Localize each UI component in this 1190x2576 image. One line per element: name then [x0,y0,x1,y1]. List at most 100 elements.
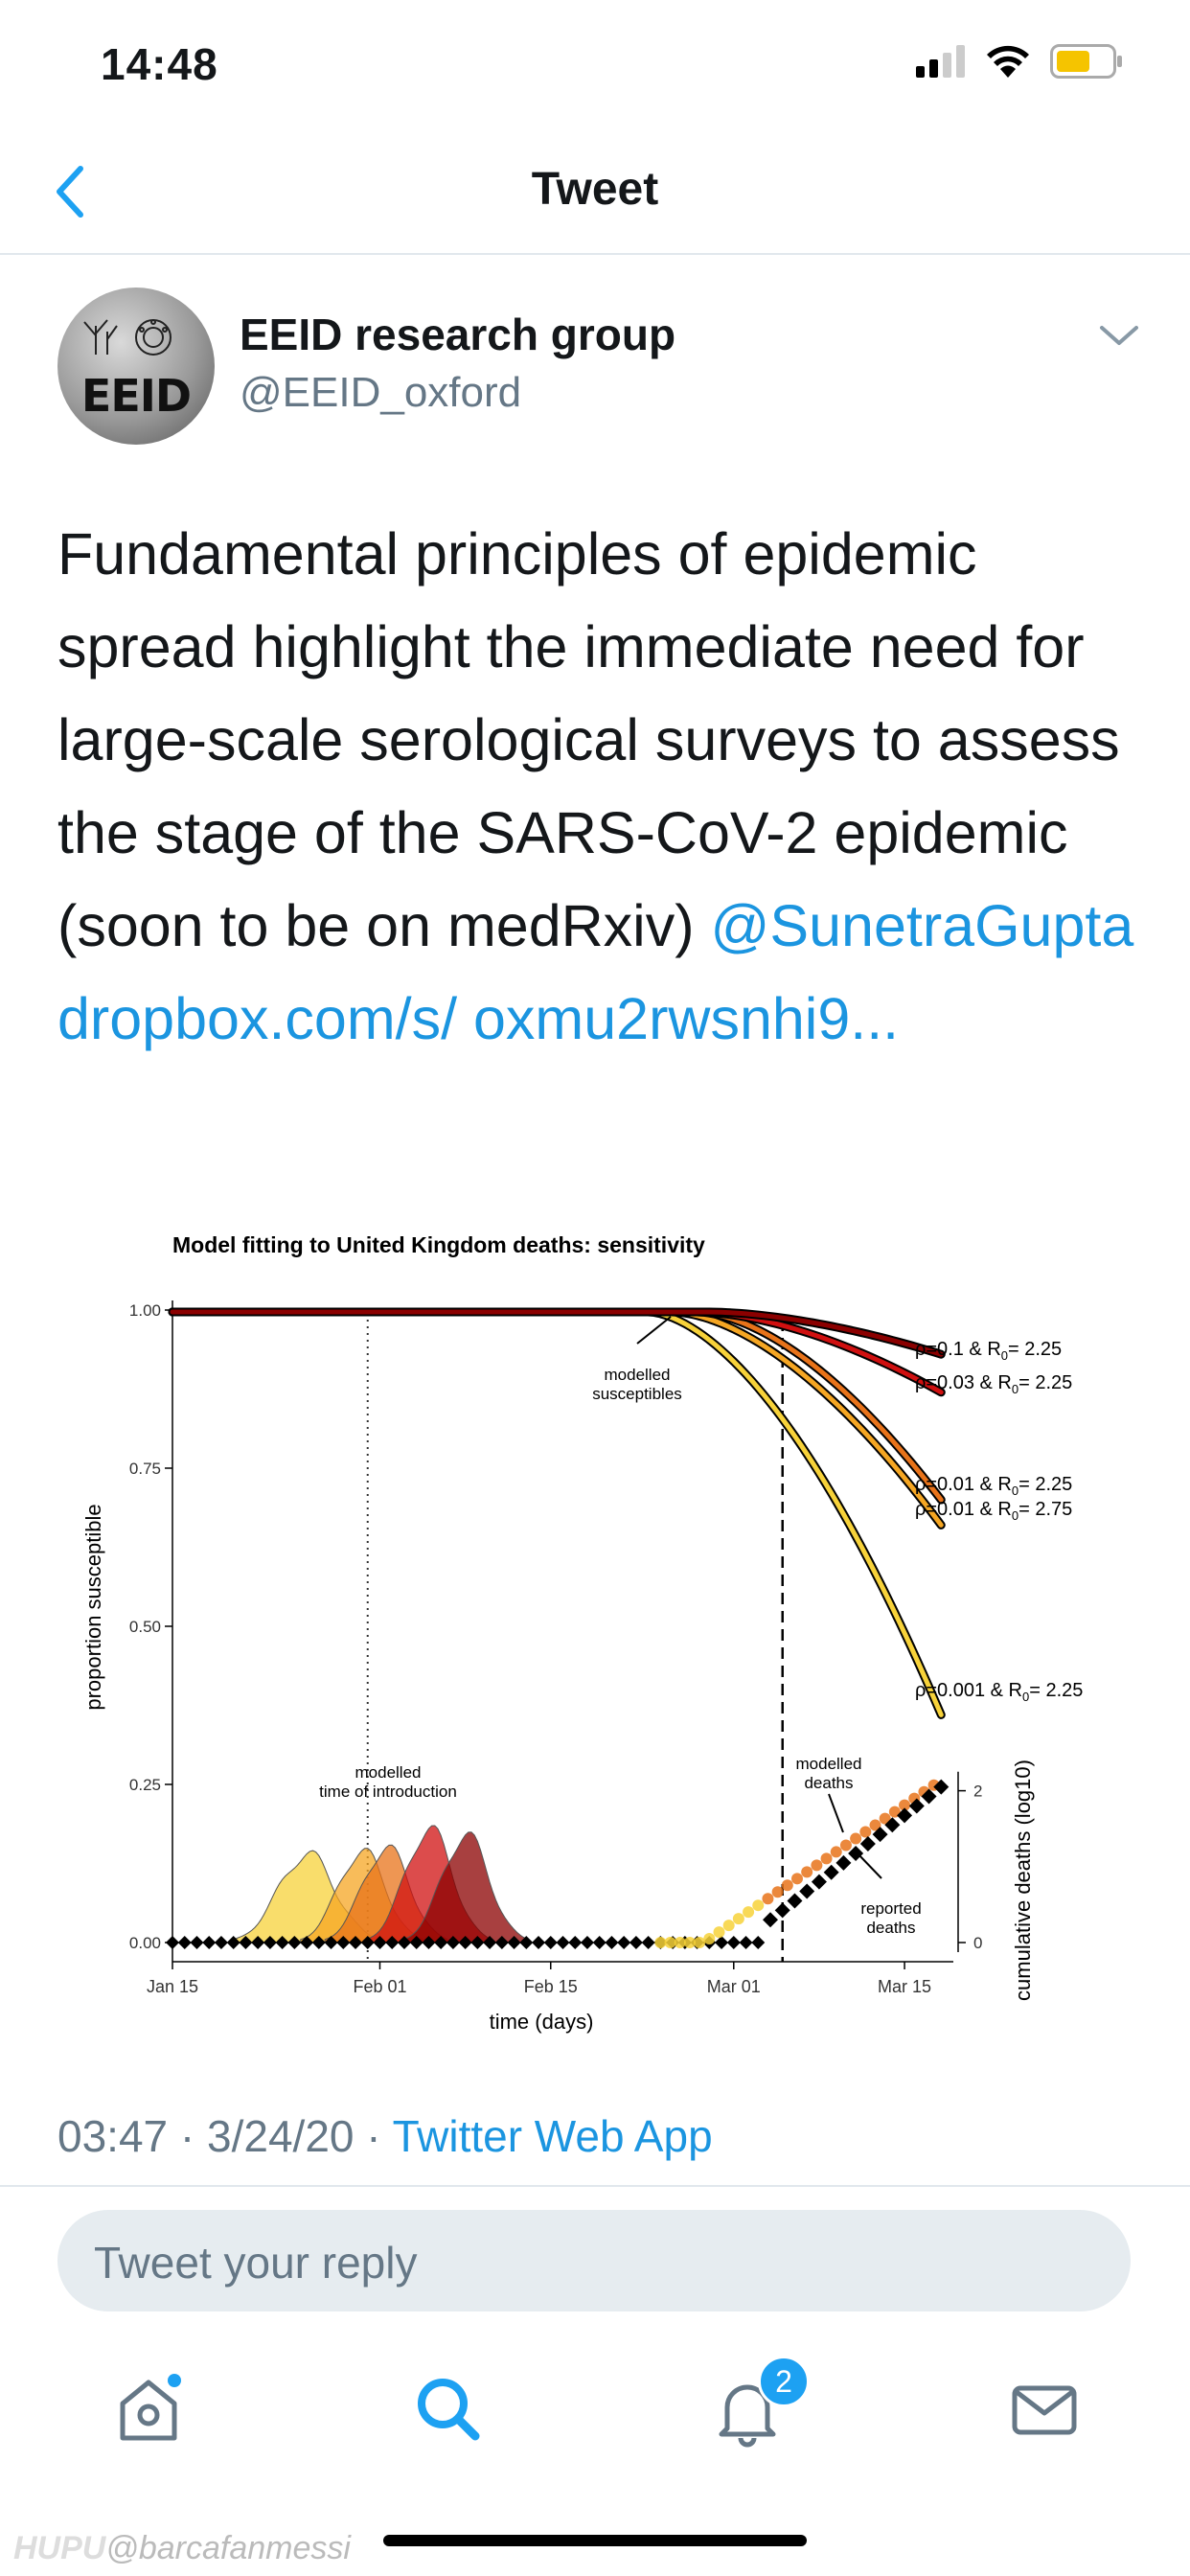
home-indicator[interactable] [383,2535,807,2546]
modelled-death-marker [899,1799,911,1811]
annotation-modelled-susceptibles: modelled susceptibles [592,1366,682,1403]
chart-svg: Model fitting to United Kingdom deaths: … [81,1232,1083,2034]
reported-death-marker [908,1798,925,1814]
reported-death-marker [385,1936,400,1949]
reported-death-marker [470,1936,485,1949]
tweet-time: 03:47 [57,2111,169,2161]
annotation-pointer [828,1793,844,1833]
back-button[interactable] [50,163,88,225]
x-tick-label: Feb 01 [353,1977,406,1996]
y-tick-label: 0.00 [129,1934,161,1952]
y2-tick-label: 2 [973,1782,982,1801]
reported-death-marker [933,1779,950,1795]
reported-death-marker [397,1936,411,1949]
series-label-sub: 0 [1022,1690,1029,1704]
modelled-death-marker [771,1886,784,1898]
chart-death-markers [166,1779,950,1949]
reported-death-marker [336,1936,351,1949]
tab-bar [0,2338,1190,2472]
chevron-left-icon [57,166,83,218]
reported-death-marker [715,1936,729,1949]
modelled-death-marker [830,1846,842,1858]
reported-death-marker [580,1936,594,1949]
y2-tick-label: 0 [973,1934,982,1952]
series-label: ρ=0.03 & R0= 2.25 [915,1372,1072,1396]
status-bar: 14:48 [0,0,1190,125]
tab-messages[interactable] [1001,2365,1087,2451]
series-label-rho: ρ=0.03 & R [915,1372,1012,1393]
url-link-line2: oxmu2rwsnhi9... [472,986,900,1051]
search-icon [418,2379,480,2441]
reported-death-marker [811,1874,827,1890]
status-time: 14:48 [101,39,218,89]
reported-death-marker [726,1936,741,1949]
annotation-reported-deaths: reported deaths [860,1899,921,1937]
reported-death-marker [300,1936,314,1949]
modelled-death-marker [664,1937,676,1948]
reported-death-marker [226,1936,240,1949]
reported-death-marker [434,1936,448,1949]
chart-axes: 0.00 0.25 0.50 0.75 1.00 Jan 15 Feb 01 Feb 15 Ma… [129,1300,982,1996]
y-axis-label: proportion susceptible [81,1504,105,1710]
reported-death-marker [214,1936,228,1949]
annotation-line: time of introduction [319,1782,457,1801]
tab-notifications[interactable] [704,2365,790,2451]
reported-death-marker [446,1936,460,1949]
avatar-logo-text: EEID [80,370,192,422]
annotation-line: modelled [355,1763,422,1782]
reported-death-marker [799,1883,815,1899]
modelled-death-marker [703,1933,716,1945]
modelled-death-marker [869,1819,881,1831]
reported-death-marker [483,1936,497,1949]
series-label-value: = 2.25 [1018,1372,1072,1393]
y-tick-label: 1.00 [129,1301,161,1320]
reported-death-marker [349,1936,363,1949]
series-label-sub: 0 [1012,1382,1018,1396]
modelled-death-marker [722,1920,735,1932]
mention-link[interactable]: @SunetraGupta [710,893,1134,958]
series-label-rho: ρ=0.01 & R [915,1499,1012,1520]
reported-death-marker [190,1936,204,1949]
tweet-body: Fundamental principles of epidemic sprea… [57,508,1150,1066]
series-label-sub: 0 [1001,1348,1008,1363]
reported-death-marker [568,1936,583,1949]
modelled-death-marker [879,1812,891,1825]
tab-search[interactable] [404,2365,491,2451]
reported-death-marker [823,1864,839,1880]
susceptible-curve-outline [168,1307,946,1530]
meta-separator: · [354,2111,393,2161]
reported-death-marker [287,1936,302,1949]
author-handle[interactable]: @EEID_oxford [240,369,522,416]
meta-separator: · [168,2111,208,2161]
modelled-death-marker [801,1866,813,1878]
modelled-death-marker [859,1826,872,1838]
more-options-button[interactable] [1098,322,1140,354]
y-tick-label: 0.50 [129,1618,161,1636]
tweet-source-link[interactable]: Twitter Web App [392,2111,713,2161]
tab-home[interactable] [105,2365,192,2451]
reply-input[interactable]: Tweet your reply [57,2210,1131,2312]
author-name[interactable]: EEID research group [240,310,676,359]
modelled-death-marker [752,1899,765,1912]
url-link[interactable]: dropbox.com/s/ oxmu2rwsnhi9... [57,986,899,1051]
annotation-line: susceptibles [592,1385,682,1403]
avatar[interactable]: EEID [57,288,215,445]
reported-death-marker [543,1936,558,1949]
series-label-sub: 0 [1012,1508,1018,1523]
reported-death-marker [494,1936,509,1949]
nav-bar: Tweet [0,125,1190,255]
reported-death-marker [774,1902,790,1919]
reported-death-marker [897,1807,913,1824]
reported-death-marker [422,1936,436,1949]
tweet-image-chart[interactable]: Model fitting to United Kingdom deaths: … [57,1209,1150,2053]
messages-icon [1012,2385,1077,2435]
modelled-death-marker [713,1926,725,1939]
susceptible-curve-outline [168,1307,946,1359]
x-axis-label: time (days) [490,2010,594,2034]
reported-death-marker [848,1845,864,1861]
reported-death-marker [921,1788,937,1805]
series-label-sub: 0 [1012,1484,1018,1498]
watermark-brand: HUPU [13,2530,106,2566]
susceptible-curve [170,1309,944,1528]
x-tick-label: Mar 15 [878,1977,931,1996]
